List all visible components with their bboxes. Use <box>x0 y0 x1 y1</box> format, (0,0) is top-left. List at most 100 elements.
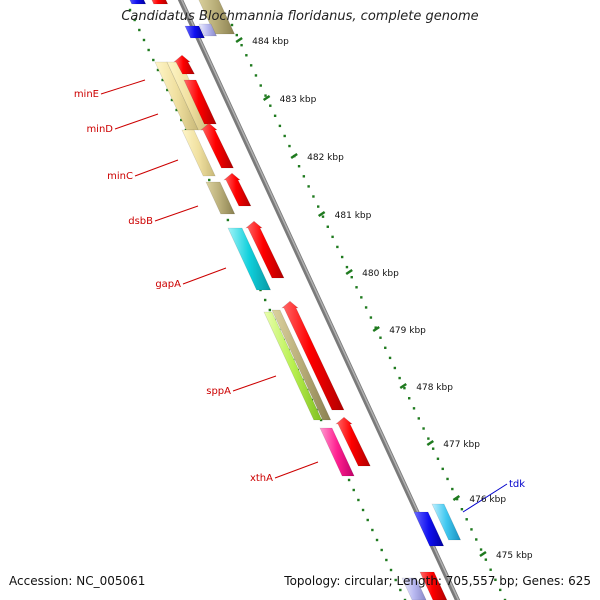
track-dot <box>375 538 379 542</box>
gene-feature <box>198 23 218 37</box>
gene-leader-line <box>134 159 179 177</box>
scale-tick <box>235 36 243 44</box>
track-dot <box>470 528 473 531</box>
track-dot <box>385 558 388 562</box>
track-dot <box>355 286 358 289</box>
scale-tick <box>290 152 298 160</box>
track-dot <box>133 18 136 22</box>
gene-feature <box>419 571 448 600</box>
track-dot <box>331 235 334 239</box>
track-dot <box>350 275 353 279</box>
track-dot <box>399 588 402 592</box>
track-dot <box>417 417 420 420</box>
gene-label-mind[interactable]: minD <box>86 124 113 135</box>
track-dot <box>156 68 160 72</box>
track-dot <box>403 386 406 390</box>
track-dot <box>340 255 344 259</box>
gene-leader-line <box>114 113 159 130</box>
genome-backbone-highlight <box>180 0 460 600</box>
track-dot <box>380 548 383 552</box>
scale-label: 480 kbp <box>362 269 399 279</box>
track-dot <box>379 336 382 339</box>
track-dot <box>166 88 169 92</box>
track-dot <box>273 114 277 117</box>
scale-label: 475 kbp <box>496 551 533 561</box>
gene-feature <box>413 511 445 547</box>
topology-label: Topology: circular; Length: 705,557 bp; … <box>284 574 591 588</box>
track-dot <box>326 225 329 228</box>
gene-feature <box>271 309 332 421</box>
track-dot <box>408 397 411 400</box>
gene-arrow <box>200 122 234 169</box>
gene-label-dsbb[interactable]: dsbB <box>128 216 153 227</box>
track-dot <box>288 144 291 148</box>
gene-feature <box>129 0 147 5</box>
track-dot <box>460 508 464 511</box>
track-dot <box>403 598 407 600</box>
track-dot <box>245 54 248 57</box>
track-dot <box>361 508 365 512</box>
gene-label-sppa[interactable]: sppA <box>206 386 231 397</box>
gene-label-minc[interactable]: minC <box>107 171 133 182</box>
gene-arrow <box>173 54 195 75</box>
track-dot <box>479 548 483 551</box>
track-dot <box>128 8 132 12</box>
gene-feature <box>151 0 169 5</box>
scale-label: 484 kbp <box>252 37 289 47</box>
track-dot <box>268 308 272 312</box>
track-dot <box>307 185 310 188</box>
track-dot <box>352 488 355 492</box>
scale-label: 479 kbp <box>389 326 426 336</box>
gene-leader-line <box>100 79 146 95</box>
track-dot <box>455 497 459 501</box>
gene-leader-line <box>182 267 227 285</box>
track-dot <box>431 447 435 450</box>
track-dot <box>263 298 267 302</box>
track-dot <box>347 478 351 482</box>
scale-tick <box>399 382 407 390</box>
track-dot <box>208 178 211 182</box>
track-dot <box>297 165 301 168</box>
track-dot <box>494 578 497 582</box>
track-dot <box>427 437 430 440</box>
track-dot <box>269 104 272 107</box>
track-dot <box>336 245 339 249</box>
track-dot <box>170 98 174 102</box>
gene-leader-line <box>232 375 277 392</box>
gene-leader-line <box>462 483 508 513</box>
gene-arrow <box>245 220 285 279</box>
scale-tick <box>479 550 487 558</box>
track-dot <box>369 316 373 319</box>
scale-tick <box>452 494 461 502</box>
gene-label-xtha[interactable]: xthA <box>250 473 273 484</box>
scale-tick <box>262 94 271 102</box>
track-dot <box>360 296 363 299</box>
gene-label-mine[interactable]: minE <box>74 89 99 100</box>
track-dot <box>374 326 377 329</box>
scale-label: 481 kbp <box>335 211 372 221</box>
scale-label: 482 kbp <box>307 153 344 163</box>
gene-label-gapa[interactable]: gapA <box>155 279 181 290</box>
track-dot <box>357 498 360 502</box>
track-dot <box>283 134 286 138</box>
track-dot <box>394 578 397 582</box>
gene-arrow <box>223 172 252 207</box>
accession-label: Accession: NC_005061 <box>9 574 146 588</box>
gene-label-tdk[interactable]: tdk <box>509 479 525 490</box>
gene-leader-line <box>154 205 199 222</box>
track-dot <box>412 407 416 410</box>
track-dot <box>138 28 141 32</box>
track-dot <box>489 568 492 571</box>
track-dot <box>249 64 253 67</box>
track-dot <box>422 427 425 430</box>
track-dot <box>264 94 267 97</box>
track-dot <box>484 558 488 561</box>
track-dot <box>312 195 315 198</box>
track-dot <box>451 487 454 491</box>
map-title: Candidatus Blochmannia floridanus, compl… <box>121 9 479 24</box>
track-dot <box>371 528 374 532</box>
track-dot <box>147 48 150 52</box>
scale-label: 483 kbp <box>280 95 317 105</box>
track-dot <box>180 118 183 122</box>
track-dot <box>366 518 369 522</box>
